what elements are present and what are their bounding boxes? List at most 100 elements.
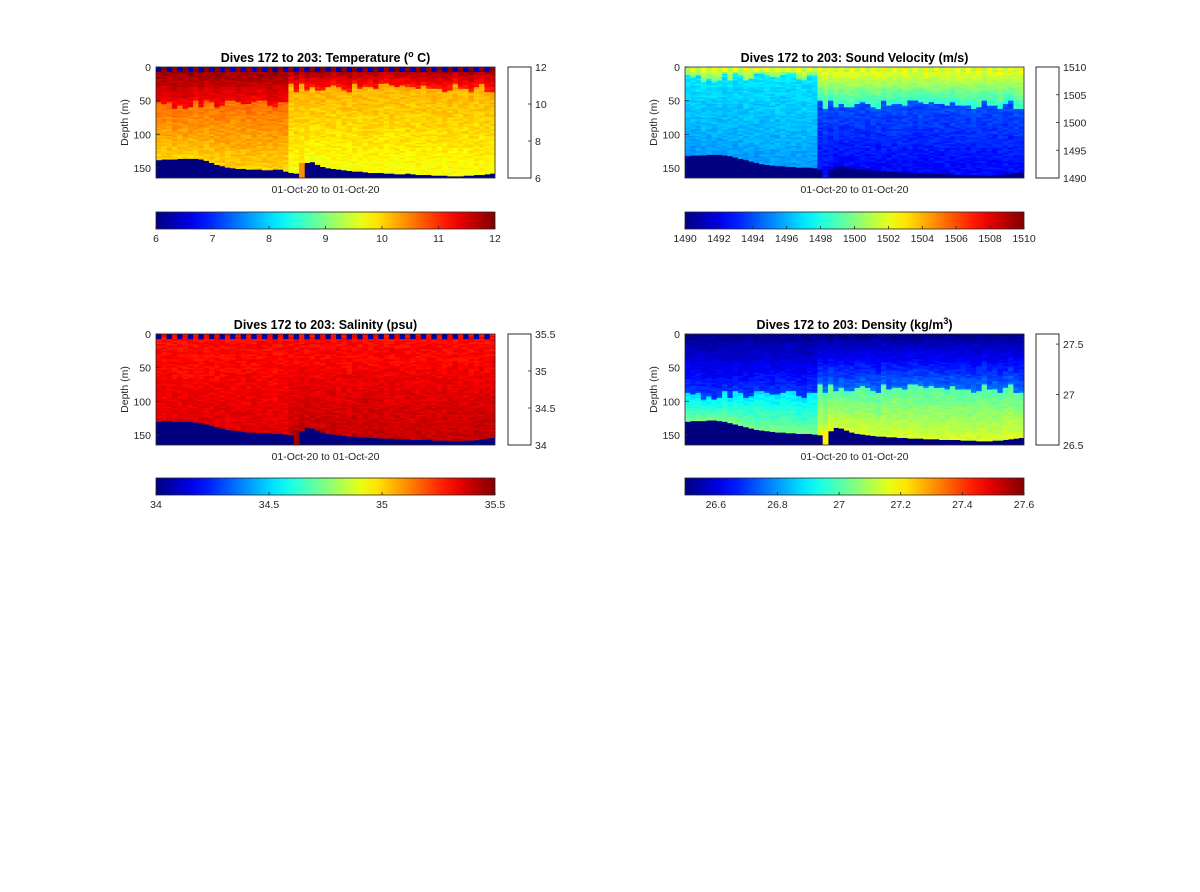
heatmap-cell: [171, 139, 178, 142]
heatmap-cell: [240, 114, 247, 117]
heatmap-cell: [219, 142, 226, 145]
heatmap-cell: [166, 73, 173, 76]
heatmap-cell: [336, 117, 342, 120]
heatmap-cell: [431, 156, 438, 159]
heatmap-cell: [341, 82, 348, 85]
heatmap-cell: [304, 110, 311, 113]
heatmap-cell: [394, 144, 401, 147]
heatmap-cell: [171, 68, 178, 71]
heatmap-cell: [436, 77, 443, 80]
heatmap-cell: [447, 135, 454, 139]
heatmap-cell: [299, 90, 305, 93]
heatmap-cell: [198, 95, 205, 98]
heatmap-cell: [404, 135, 411, 139]
heatmap-cell: [357, 67, 363, 70]
heatmap-cell: [346, 95, 353, 98]
heatmap-cell: [166, 90, 173, 93]
heatmap-cell: [288, 122, 295, 125]
heatmap-cell: [452, 161, 459, 164]
heatmap-cell: [283, 67, 289, 70]
heatmap-cell: [420, 134, 427, 137]
heatmap-cell: [208, 93, 215, 96]
heatmap-cell: [336, 102, 342, 105]
heatmap-cell: [373, 104, 379, 107]
heatmap-cell: [383, 117, 390, 120]
heatmap-cell: [256, 85, 263, 88]
heatmap-cell: [336, 78, 342, 81]
heatmap-cell: [383, 70, 390, 73]
heatmap-cell: [373, 149, 379, 152]
heatmap-cell: [203, 77, 210, 80]
heatmap-cell: [399, 114, 406, 117]
heatmap-cell: [452, 110, 459, 113]
heatmap-cell: [484, 172, 491, 175]
heatmap-cell: [336, 109, 342, 112]
heatmap-cell: [156, 124, 162, 127]
heatmap-cell: [171, 152, 178, 155]
heatmap-cell: [473, 120, 480, 123]
heatmap-cell: [336, 157, 342, 160]
heatmap-cell: [367, 87, 374, 90]
heatmap-cell: [373, 157, 379, 160]
heatmap-cell: [479, 77, 485, 80]
heatmap-cell: [468, 83, 475, 86]
heatmap-cell: [156, 114, 162, 117]
heatmap-cell: [224, 129, 231, 132]
heatmap-cell: [383, 112, 390, 115]
heatmap-cell: [156, 129, 162, 132]
heatmap-cell: [336, 124, 342, 127]
heatmap-cell: [420, 110, 427, 113]
heatmap-cell: [479, 129, 485, 132]
heatmap-cell: [389, 82, 395, 85]
heatmap-cell: [346, 152, 353, 155]
heatmap-cell: [431, 92, 438, 95]
heatmap-cell: [203, 67, 210, 70]
heatmap-cell: [320, 115, 326, 118]
heatmap-cell: [214, 95, 220, 98]
heatmap-cell: [362, 93, 369, 96]
heatmap-cell: [166, 139, 173, 142]
heatmap-cell: [309, 139, 316, 142]
heatmap-cell: [277, 117, 284, 120]
heatmap-cell: [399, 124, 406, 127]
heatmap-cell: [288, 156, 295, 159]
heatmap-cell: [166, 92, 173, 95]
heatmap-cell: [426, 104, 432, 107]
heatmap-cell: [272, 75, 279, 78]
heatmap-cell: [246, 107, 252, 110]
heatmap-cell: [309, 77, 316, 80]
heatmap-cell: [447, 119, 454, 122]
heatmap-cell: [325, 102, 332, 105]
heatmap-cell: [325, 135, 332, 139]
heatmap-cell: [299, 134, 305, 137]
heatmap-cell: [415, 154, 422, 157]
heatmap-cell: [198, 75, 205, 78]
heatmap-cell: [389, 93, 395, 96]
heatmap-cell: [277, 157, 284, 160]
heatmap-cell: [330, 114, 337, 117]
heatmap-cell: [272, 135, 279, 139]
heatmap-cell: [457, 164, 464, 167]
heatmap-cell: [214, 127, 220, 130]
heatmap-cell: [240, 154, 247, 157]
heatmap-cell: [457, 149, 464, 152]
heatmap-cell: [230, 92, 236, 95]
heatmap-cell: [468, 129, 475, 132]
heatmap-cell: [457, 90, 464, 93]
heatmap-cell: [399, 85, 406, 88]
heatmap-cell: [479, 75, 485, 78]
heatmap-cell: [251, 149, 258, 152]
heatmap-cell: [182, 144, 189, 147]
heatmap-cell: [182, 130, 189, 133]
heatmap-cell: [447, 105, 454, 108]
heatmap-cell: [457, 117, 464, 120]
heatmap-cell: [463, 97, 469, 100]
heatmap-cell: [452, 172, 459, 176]
heatmap-cell: [420, 125, 427, 128]
heatmap-cell: [240, 92, 247, 95]
heatmap-cell: [230, 135, 236, 139]
heatmap-cell: [277, 122, 284, 125]
heatmap-cell: [325, 97, 332, 100]
heatmap-cell: [161, 68, 167, 71]
heatmap-cell: [219, 132, 226, 135]
